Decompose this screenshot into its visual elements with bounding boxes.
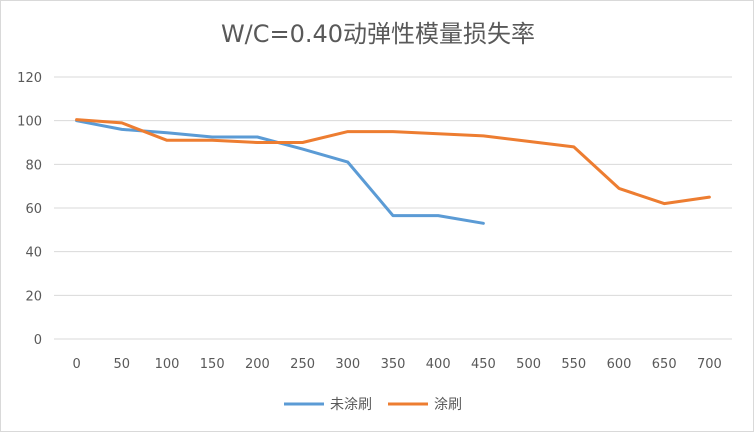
legend-label-1: 未涂刷 bbox=[330, 397, 372, 413]
x-tick-label: 300 bbox=[335, 357, 360, 372]
x-tick-label: 450 bbox=[471, 357, 496, 372]
x-tick-label: 0 bbox=[72, 357, 80, 372]
x-tick-label: 150 bbox=[200, 357, 225, 372]
gridlines bbox=[54, 76, 732, 340]
x-tick-label: 50 bbox=[114, 357, 131, 372]
x-tick-label: 250 bbox=[290, 357, 315, 372]
y-tick-label: 40 bbox=[25, 246, 42, 261]
x-tick-label: 400 bbox=[426, 357, 451, 372]
series-line-2 bbox=[75, 118, 711, 206]
series-lines bbox=[75, 118, 711, 225]
x-tick-label: 600 bbox=[607, 357, 632, 372]
y-axis-ticks: 0 20 40 60 80 100 120 bbox=[17, 71, 42, 348]
legend-label-2: 涂刷 bbox=[434, 397, 462, 413]
chart-title: W/C=0.40动弹性模量损失率 bbox=[220, 20, 536, 48]
x-tick-label: 350 bbox=[381, 357, 406, 372]
y-tick-label: 120 bbox=[17, 71, 42, 86]
x-axis-ticks: 0 50 100 150 200 250 300 350 400 450 500 550 600 650 7… bbox=[72, 357, 721, 372]
x-tick-label: 100 bbox=[155, 357, 180, 372]
x-tick-label: 700 bbox=[697, 357, 722, 372]
y-tick-label: 0 bbox=[34, 333, 42, 348]
x-tick-label: 550 bbox=[561, 357, 586, 372]
y-tick-label: 20 bbox=[25, 289, 42, 304]
y-tick-label: 80 bbox=[25, 158, 42, 173]
x-tick-label: 650 bbox=[652, 357, 677, 372]
x-tick-label: 500 bbox=[516, 357, 541, 372]
y-tick-label: 60 bbox=[25, 202, 42, 217]
x-tick-label: 200 bbox=[245, 357, 270, 372]
legend: 未涂刷 涂刷 bbox=[284, 397, 462, 413]
y-tick-label: 100 bbox=[17, 115, 42, 130]
